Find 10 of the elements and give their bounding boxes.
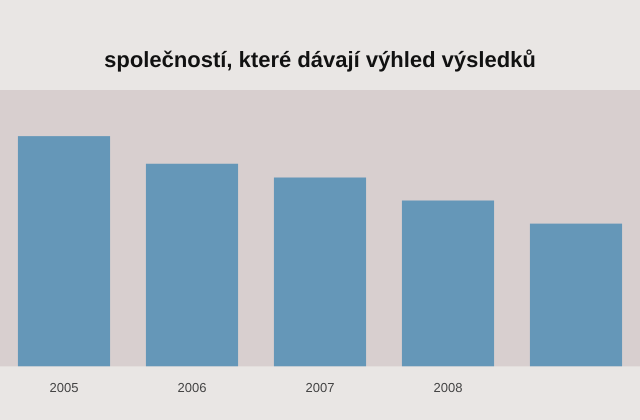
x-tick-label: 2006 [178, 380, 206, 395]
x-tick-label: 2005 [50, 380, 78, 395]
bar [402, 200, 494, 366]
x-tick-label: 2007 [306, 380, 334, 395]
x-tick-label: 2008 [434, 380, 462, 395]
chart-title: společností, které dávají výhled výsledků [103, 46, 537, 74]
bar [274, 178, 366, 366]
bar [146, 164, 238, 366]
bar [530, 224, 622, 366]
bar [18, 136, 110, 366]
